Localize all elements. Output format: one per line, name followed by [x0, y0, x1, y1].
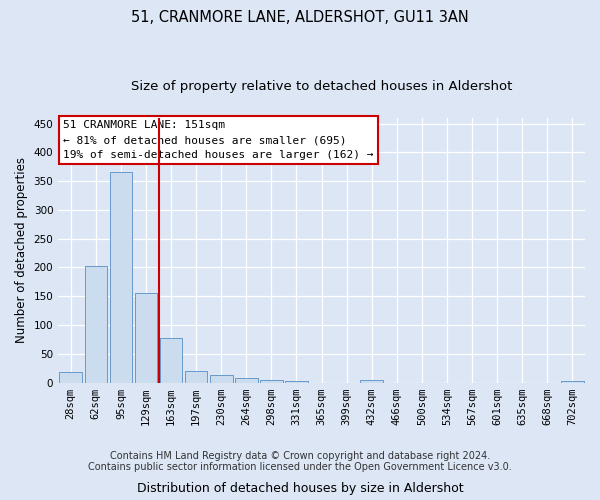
Text: Distribution of detached houses by size in Aldershot: Distribution of detached houses by size … — [137, 482, 463, 495]
Text: 51, CRANMORE LANE, ALDERSHOT, GU11 3AN: 51, CRANMORE LANE, ALDERSHOT, GU11 3AN — [131, 10, 469, 25]
Bar — [134, 294, 157, 382]
Y-axis label: Number of detached properties: Number of detached properties — [15, 157, 28, 343]
Text: 51 CRANMORE LANE: 151sqm
← 81% of detached houses are smaller (695)
19% of semi-: 51 CRANMORE LANE: 151sqm ← 81% of detach… — [64, 120, 374, 160]
Bar — [361, 380, 383, 382]
Text: Contains HM Land Registry data © Crown copyright and database right 2024.
Contai: Contains HM Land Registry data © Crown c… — [88, 451, 512, 472]
Bar — [561, 381, 584, 382]
Bar — [185, 371, 208, 382]
Bar — [285, 381, 308, 382]
Bar — [85, 266, 107, 382]
Bar — [210, 374, 233, 382]
Bar — [160, 338, 182, 382]
Title: Size of property relative to detached houses in Aldershot: Size of property relative to detached ho… — [131, 80, 512, 93]
Bar — [235, 378, 257, 382]
Bar — [110, 172, 132, 382]
Bar — [260, 380, 283, 382]
Bar — [59, 372, 82, 382]
